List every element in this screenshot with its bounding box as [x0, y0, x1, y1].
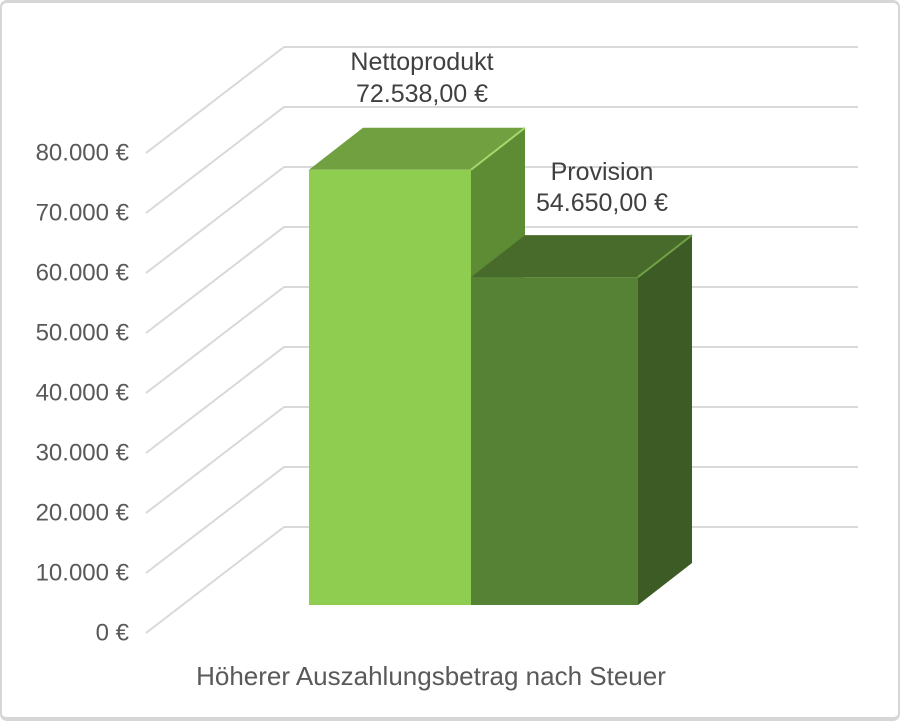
gridline-80000: [145, 46, 858, 154]
bar-nettoprodukt-top-face: [309, 127, 525, 170]
data-label-provision-name: Provision: [551, 158, 654, 186]
data-labels: Nettoprodukt 72.538,00 € Provision 54.65…: [350, 48, 668, 217]
gridlines: [145, 46, 858, 634]
y-tick-label-80000: 80.000 €: [36, 140, 130, 167]
y-tick-label-50000: 50.000 €: [36, 320, 130, 347]
y-tick-label-30000: 30.000 €: [36, 440, 130, 467]
x-axis-title: Höherer Auszahlungsbetrag nach Steuer: [196, 661, 666, 691]
data-label-nettoprodukt-name: Nettoprodukt: [350, 48, 493, 76]
data-label-provision-value: 54.650,00 €: [536, 189, 668, 217]
y-tick-label-0: 0 €: [96, 620, 130, 647]
bar-provision-top-face: [471, 235, 692, 278]
bar-provision-edge-highlight: [637, 234, 693, 278]
y-tick-label-70000: 70.000 €: [36, 200, 130, 227]
y-axis-tick-labels: 0 € 10.000 € 20.000 € 30.000 € 40.000 € …: [36, 140, 130, 647]
y-tick-label-40000: 40.000 €: [36, 380, 130, 407]
gridline-70000: [145, 106, 858, 214]
data-label-nettoprodukt-value: 72.538,00 €: [356, 80, 488, 108]
bars: [309, 126, 693, 605]
bar-provision-side-face: [638, 235, 692, 605]
bar-nettoprodukt-front-face: [309, 169, 471, 605]
bar-nettoprodukt-edge-highlight: [470, 126, 526, 171]
gridline-50000: [145, 226, 858, 334]
y-tick-label-60000: 60.000 €: [36, 260, 130, 287]
gridline-60000: [145, 166, 858, 274]
bar-provision: [471, 234, 693, 605]
bar-provision-front-face: [471, 277, 638, 605]
y-tick-label-20000: 20.000 €: [36, 500, 130, 527]
y-tick-label-10000: 10.000 €: [36, 560, 130, 587]
